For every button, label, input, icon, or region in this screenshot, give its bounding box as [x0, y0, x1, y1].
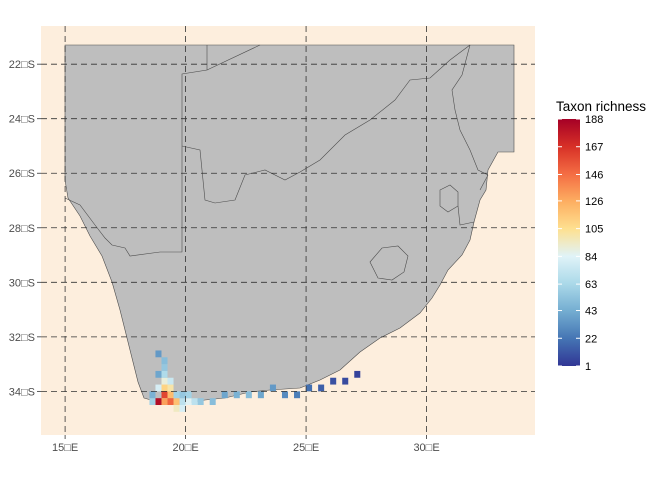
richness-cell: [191, 398, 198, 406]
y-axis-tick-label: 26□S: [9, 168, 35, 180]
legend-title: Taxon richness: [556, 99, 646, 114]
richness-cell: [155, 384, 162, 392]
y-axis-tick-label: 32□S: [9, 332, 35, 344]
richness-cell: [167, 377, 174, 385]
richness-cell: [149, 391, 156, 399]
y-axis-tick-label: 28□S: [9, 223, 35, 235]
richness-cell: [167, 398, 174, 406]
legend-tick-label: 63: [585, 279, 597, 291]
richness-cell: [155, 370, 162, 378]
richness-cell: [167, 391, 174, 399]
y-axis-tick-label: 24□S: [9, 114, 35, 126]
richness-cell: [179, 398, 186, 406]
x-axis-tick-label: 30□E: [413, 442, 439, 454]
y-axis-tick-label: 30□S: [9, 277, 35, 289]
richness-cell: [155, 398, 162, 406]
richness-cell: [161, 398, 168, 406]
country-border-mozambique: [457, 174, 489, 226]
richness-cell: [342, 377, 349, 385]
legend-tick-label: 105: [585, 224, 603, 236]
richness-cell: [281, 391, 288, 399]
richness-cell: [161, 370, 168, 378]
x-axis-tick-label: 15□E: [52, 442, 78, 454]
richness-cell: [209, 398, 216, 406]
richness-cell: [167, 384, 174, 392]
y-axis-tick-label: 34□S: [9, 386, 35, 398]
richness-cell: [173, 391, 180, 399]
richness-cell: [306, 384, 313, 392]
richness-cell: [155, 350, 162, 358]
legend-tick-label: 188: [585, 114, 603, 126]
x-axis: 15□E 20□E 25□E 30□E: [52, 435, 440, 454]
legend-ticks: 188 167 146 126 105 84 63 43 22 1: [558, 114, 603, 373]
richness-cell: [185, 391, 192, 399]
legend-tick-label: 146: [585, 169, 603, 181]
richness-cell: [330, 377, 337, 385]
richness-cell: [294, 391, 301, 399]
country-border-namibia: [64, 45, 208, 257]
richness-cell: [318, 384, 325, 392]
richness-cell: [245, 391, 252, 399]
richness-cell: [161, 357, 168, 365]
richness-cell: [149, 398, 156, 406]
richness-cell: [173, 405, 180, 412]
richness-cell: [257, 391, 264, 399]
legend-tick-label: 22: [585, 333, 597, 345]
richness-cell: [233, 391, 240, 399]
richness-cell: [173, 398, 180, 406]
country-border-lesotho: [369, 245, 409, 281]
richness-cell: [185, 398, 192, 406]
richness-cell: [269, 384, 276, 392]
graticule: [41, 26, 535, 435]
x-axis-tick-label: 20□E: [172, 442, 198, 454]
richness-cell: [179, 405, 186, 412]
legend-colorbar: [558, 119, 580, 366]
country-border-botswana: [181, 44, 471, 204]
legend: Taxon richness 188 167 146 126 105 84 63 43 22 1: [556, 99, 646, 373]
legend-tick-label: 1: [585, 361, 591, 373]
richness-cell: [161, 391, 168, 399]
richness-cell: [161, 384, 168, 392]
richness-cell: [179, 391, 186, 399]
richness-cell: [161, 364, 168, 371]
richness-cell: [354, 370, 361, 378]
richness-cell: [221, 391, 228, 399]
legend-tick-label: 43: [585, 306, 597, 318]
legend-tick-label: 84: [585, 251, 597, 263]
richness-cells: [149, 350, 361, 412]
country-border-zimbabwe: [451, 44, 489, 176]
legend-tick-label: 167: [585, 142, 603, 154]
richness-cell: [197, 398, 204, 406]
x-axis-tick-label: 25□E: [293, 442, 319, 454]
legend-tick-label: 126: [585, 196, 603, 208]
richness-cell: [161, 377, 168, 385]
y-axis: 22□S 24□S 26□S 28□S 30□S 32□S 34□S: [9, 59, 41, 398]
y-axis-tick-label: 22□S: [9, 59, 35, 71]
